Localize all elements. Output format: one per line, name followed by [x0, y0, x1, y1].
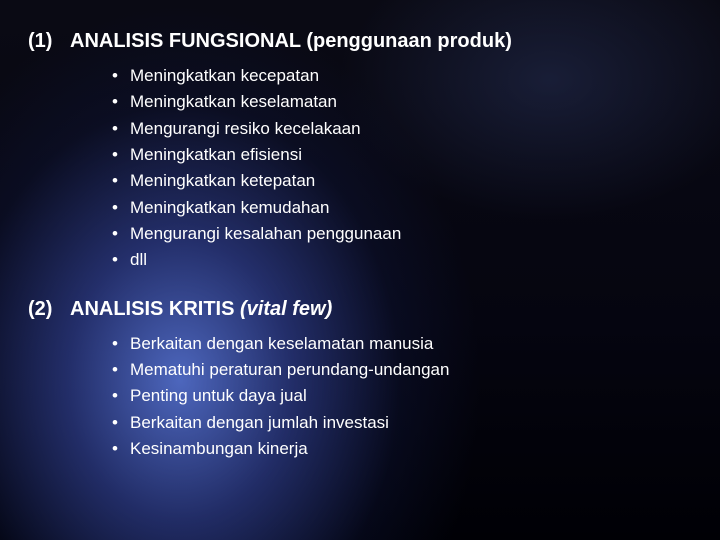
section-1-list: Meningkatkan kecepatan Meningkatkan kese… — [112, 63, 692, 274]
slide-content: (1) ANALISIS FUNGSIONAL (penggunaan prod… — [28, 30, 692, 462]
section-1-title-main: ANALISIS FUNGSIONAL — [70, 30, 306, 52]
section-1-title: ANALISIS FUNGSIONAL (penggunaan produk) — [70, 30, 512, 53]
list-item: Meningkatkan efisiensi — [112, 142, 692, 168]
list-item: Mengurangi resiko kecelakaan — [112, 116, 692, 142]
section-1-header: (1) ANALISIS FUNGSIONAL (penggunaan prod… — [28, 30, 692, 53]
section-2-number: (2) — [28, 298, 70, 321]
section-2-title-sub: (vital few) — [240, 298, 332, 320]
list-item: Berkaitan dengan keselamatan manusia — [112, 331, 692, 357]
list-item: Meningkatkan kecepatan — [112, 63, 692, 89]
list-item: Meningkatkan kemudahan — [112, 195, 692, 221]
section-2-title-main: ANALISIS KRITIS — [70, 298, 240, 320]
section-1-number: (1) — [28, 30, 70, 53]
list-item: Kesinambungan kinerja — [112, 436, 692, 462]
list-item: dll — [112, 247, 692, 273]
list-item: Meningkatkan ketepatan — [112, 168, 692, 194]
section-2-list: Berkaitan dengan keselamatan manusia Mem… — [112, 331, 692, 463]
list-item: Mematuhi peraturan perundang-undangan — [112, 357, 692, 383]
list-item: Berkaitan dengan jumlah investasi — [112, 410, 692, 436]
list-item: Meningkatkan keselamatan — [112, 89, 692, 115]
section-1-title-sub: (penggunaan produk) — [306, 30, 512, 52]
section-2-header: (2) ANALISIS KRITIS (vital few) — [28, 298, 692, 321]
section-2-title: ANALISIS KRITIS (vital few) — [70, 298, 332, 321]
list-item: Penting untuk daya jual — [112, 383, 692, 409]
list-item: Mengurangi kesalahan penggunaan — [112, 221, 692, 247]
